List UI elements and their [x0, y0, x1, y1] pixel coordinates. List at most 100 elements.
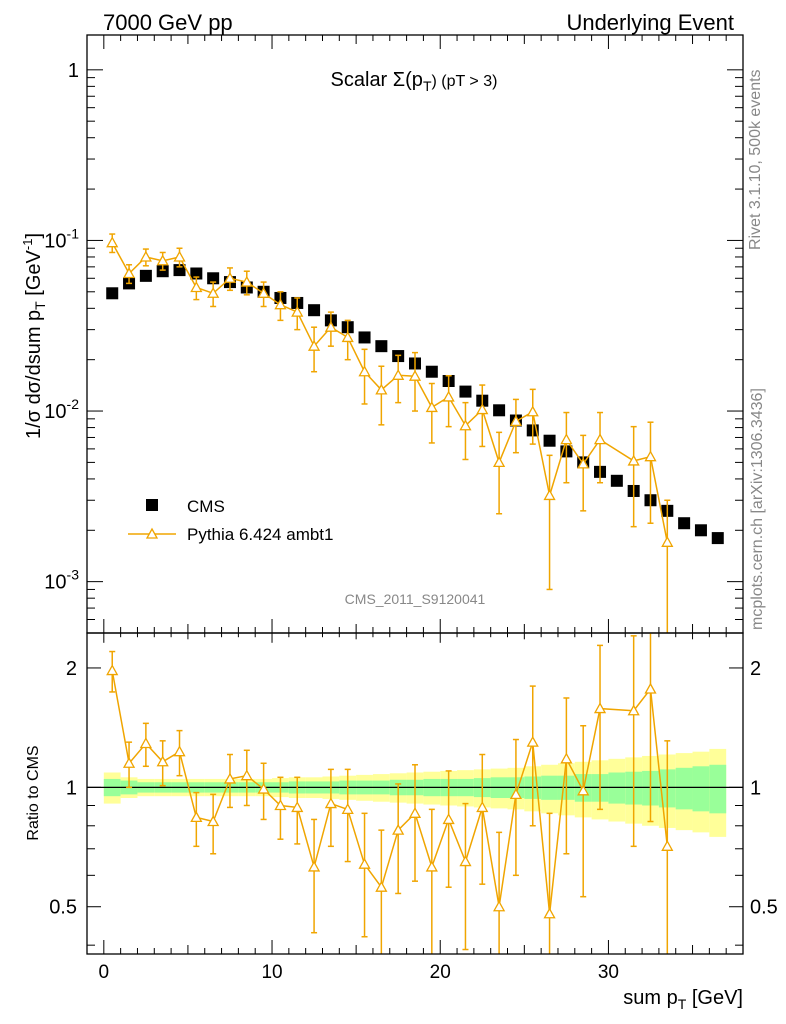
mc-point [476, 403, 489, 415]
cms-point [711, 532, 724, 545]
mc-point [223, 271, 237, 283]
ratio-point [492, 900, 506, 912]
rivet-label: Rivet 3.1.10, 500k events [747, 69, 764, 250]
mc-point [375, 383, 388, 395]
cms-point [459, 385, 472, 398]
mc-point [644, 450, 657, 462]
ratio-point [139, 737, 152, 749]
mc-point [274, 298, 287, 310]
cms-point [156, 265, 169, 278]
main-panel: 1 10-1 10-2 10-3 Scalar Σ(pT) (pT > 3) CMS_… [20, 34, 744, 634]
ratio-point [644, 682, 657, 694]
mc-point [627, 454, 640, 466]
header-left: 7000 GeV pp [103, 10, 233, 35]
mc-point [139, 250, 152, 262]
ratio-panel: 0 10 20 30 2 2 1 1 0.5 0.5 Ratio to CMS sum pT [G… [25, 632, 778, 1012]
ratio-point [593, 702, 607, 714]
cms-point [207, 272, 220, 285]
mc-point [106, 236, 119, 248]
cms-point [358, 331, 371, 344]
y-tick-label-ratio-right: 2 [750, 658, 761, 680]
legend-mc-label: Pythia 6.424 ambt1 [187, 525, 333, 544]
main-axes: 1 10-1 10-2 10-3 [44, 35, 743, 634]
cms-point [308, 304, 321, 317]
mc-point [442, 390, 455, 402]
ratio-point [526, 735, 539, 747]
mc-point [358, 365, 371, 377]
mc-point [560, 433, 573, 445]
cms-point [375, 340, 388, 353]
ratio-point [358, 857, 371, 869]
ratio-point [223, 772, 237, 784]
ratio-point [307, 860, 321, 872]
ratio-point [375, 880, 388, 892]
mc-point [240, 275, 253, 287]
ratio-band-inner [675, 767, 693, 810]
x-tick-label: 30 [598, 962, 619, 983]
ratio-point [392, 823, 405, 835]
mc-point [509, 415, 523, 427]
y-tick-label-ratio-right: 0.5 [750, 897, 778, 919]
cms-point [139, 269, 152, 282]
main-title: Scalar Σ(pT) (pT > 3) [331, 69, 498, 94]
ratio-point [577, 784, 590, 796]
ratio-point [106, 664, 119, 676]
cms-point [678, 517, 691, 530]
mc-point [593, 433, 607, 445]
ratio-axes: 0 10 20 30 2 2 1 1 0.5 0.5 [49, 633, 778, 983]
cms-point [543, 434, 556, 447]
y-tick-label-ratio: 0.5 [49, 897, 77, 919]
ratio-point [274, 799, 287, 811]
ratio-point [509, 788, 523, 800]
mc-point [661, 535, 674, 547]
ratio-ylabel: Ratio to CMS [25, 745, 42, 840]
ratio-band-inner [608, 772, 626, 804]
legend-mc-marker [145, 527, 159, 539]
ratio-marks [87, 633, 743, 954]
mc-point [122, 267, 136, 279]
y-tick-label-ratio: 1 [66, 777, 77, 799]
analysis-label: CMS_2011_S9120041 [345, 591, 486, 607]
xlabel: sum pT [GeV] [623, 987, 743, 1012]
mc-point [459, 419, 472, 431]
ratio-point [459, 855, 472, 867]
main-frame [86, 34, 744, 634]
x-tick-label: 10 [261, 962, 282, 983]
cms-point [610, 474, 623, 487]
mc-point [425, 401, 438, 413]
y-tick-label-main: 10-2 [44, 396, 79, 423]
ratio-point [408, 806, 422, 818]
ratio-point [190, 811, 203, 823]
ratio-point [156, 755, 169, 767]
mc-point [257, 286, 270, 298]
y-tick-label-main: 10-3 [44, 567, 79, 594]
mc-point [156, 254, 169, 266]
mc-point [307, 339, 321, 351]
legend: CMS Pythia 6.424 ambt1 [128, 497, 333, 544]
ratio-point [425, 860, 438, 872]
x-tick-label: 20 [430, 962, 451, 983]
mc-point [291, 305, 304, 317]
y-tick-label-main: 1 [68, 60, 79, 82]
ratio-point [341, 803, 354, 815]
ratio-point [291, 801, 304, 813]
x-tick-label: 0 [99, 962, 110, 983]
mc-point [190, 281, 203, 293]
y-tick-label-main: 10-1 [44, 225, 79, 252]
mc-point [173, 250, 186, 262]
ratio-frame [86, 632, 744, 955]
cms-point [493, 404, 506, 417]
ratio-point [560, 752, 573, 764]
mc-point [207, 286, 220, 298]
mc-point [324, 320, 338, 332]
cms-point [425, 365, 438, 378]
ratio-point [257, 782, 270, 794]
ratio-band-inner [709, 764, 727, 814]
main-ylabel: 1/σ dσ/dsum pT [GeV-1] [20, 233, 48, 439]
ratio-point [476, 801, 489, 813]
main-marks [106, 233, 724, 633]
ratio-point [240, 769, 253, 781]
mc-point [392, 368, 405, 380]
ratio-point [207, 815, 220, 827]
